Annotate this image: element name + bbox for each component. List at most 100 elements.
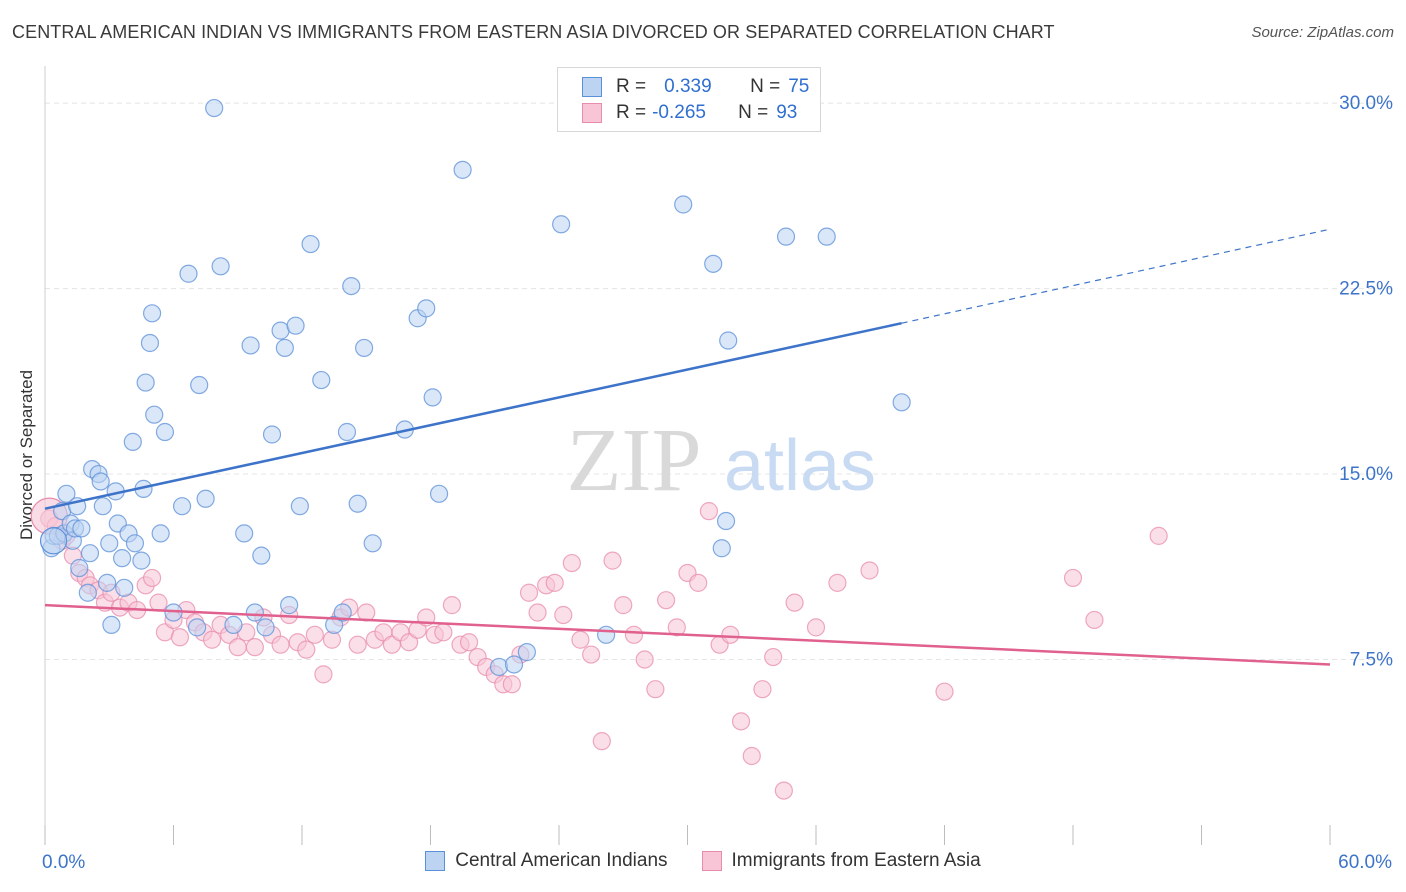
data-point	[806, 618, 826, 637]
data-point	[528, 603, 547, 622]
data-point	[235, 524, 254, 543]
data-point	[502, 675, 521, 694]
data-point	[434, 623, 453, 642]
data-point	[519, 583, 539, 602]
stats-row-blue: R = 0.339 N = 75	[582, 75, 809, 99]
y-tick-label: 22.5%	[1339, 279, 1393, 300]
data-point	[145, 405, 164, 424]
data-point	[149, 593, 168, 612]
data-point	[614, 596, 633, 615]
legend-item-immigrants-eastern-asia: Immigrants from Eastern Asia	[701, 850, 981, 872]
data-point	[674, 195, 693, 214]
data-point	[245, 603, 264, 622]
data-point	[571, 630, 590, 649]
data-point	[423, 388, 442, 407]
data-point	[102, 615, 121, 635]
data-point	[355, 338, 374, 358]
data-point	[429, 484, 449, 503]
data-point	[597, 625, 616, 644]
legend-swatch-blue	[425, 851, 446, 871]
data-point	[785, 593, 804, 612]
r-label: R =	[616, 76, 647, 97]
data-point	[342, 276, 361, 296]
watermark-atlas: atlas	[724, 426, 876, 506]
data-point	[348, 635, 367, 654]
data-point	[860, 561, 879, 580]
legend-item-central-american-indians: Central American Indians	[425, 850, 668, 872]
data-point	[592, 732, 611, 751]
data-point	[275, 338, 294, 358]
data-point	[935, 682, 954, 701]
axes	[44, 66, 1331, 845]
data-point	[142, 568, 162, 588]
legend-label: Immigrants from Eastern Asia	[731, 850, 981, 871]
data-point	[142, 304, 162, 323]
x-tick-max: 60.0%	[1338, 852, 1392, 873]
data-point	[297, 640, 316, 659]
data-point	[417, 299, 436, 318]
data-point	[721, 625, 740, 644]
n-label: N =	[750, 76, 781, 97]
data-point	[337, 422, 357, 442]
data-point	[399, 633, 419, 652]
data-point	[624, 625, 644, 644]
data-point	[1085, 610, 1104, 630]
data-point	[764, 647, 783, 667]
grid-lines	[45, 102, 1392, 661]
data-point	[517, 643, 536, 662]
data-point	[1149, 526, 1168, 545]
n-value: 75	[788, 76, 810, 97]
data-point	[271, 635, 290, 654]
n-value: 93	[776, 102, 798, 123]
y-tick-label: 15.0%	[1339, 464, 1393, 485]
legend-swatch-pink	[582, 103, 602, 123]
data-point	[699, 502, 719, 521]
data-point	[348, 494, 367, 513]
source-label: Source: ZipAtlas.com	[1251, 24, 1394, 41]
data-point	[125, 534, 145, 553]
data-point	[211, 257, 230, 276]
data-point	[136, 373, 155, 392]
data-point	[190, 375, 209, 395]
trend-lines	[44, 228, 1331, 666]
data-point	[325, 615, 344, 635]
trend-line-blue-extrapolated	[901, 228, 1331, 324]
data-point	[155, 422, 175, 442]
data-point	[742, 746, 761, 766]
data-point	[635, 650, 654, 669]
data-point	[57, 484, 76, 503]
data-point	[552, 215, 571, 234]
data-point	[290, 497, 309, 516]
data-point	[187, 618, 207, 637]
data-point	[646, 680, 665, 699]
data-point	[719, 331, 738, 350]
data-point	[241, 336, 260, 355]
data-point	[892, 393, 911, 412]
data-point	[115, 578, 134, 597]
data-point	[301, 234, 320, 254]
x-tick-min: 0.0%	[42, 852, 86, 873]
data-point	[712, 539, 731, 558]
stats-legend: R = 0.339 N = 75 R = -0.265 N = 93	[557, 67, 821, 132]
data-point	[280, 596, 299, 615]
series-central-american-indians	[39, 98, 911, 677]
y-tick-labels: 7.5% 15.0% 22.5% 30.0%	[1339, 93, 1393, 670]
data-point	[305, 625, 324, 644]
data-point	[314, 665, 333, 684]
data-point	[689, 573, 708, 592]
trend-line-blue	[44, 321, 902, 510]
data-point	[322, 630, 342, 649]
data-point	[333, 603, 352, 622]
data-point	[545, 573, 564, 592]
data-point	[93, 497, 112, 516]
data-point	[312, 370, 331, 390]
trend-line-pink	[44, 603, 1331, 666]
data-point	[489, 657, 509, 677]
data-point	[224, 615, 243, 635]
legend-label: Central American Indians	[455, 850, 668, 871]
data-point	[70, 558, 89, 578]
stats-row-pink: R = -0.265 N = 93	[582, 101, 797, 125]
data-point	[78, 583, 97, 602]
r-label: R =	[616, 102, 647, 123]
data-point	[179, 264, 198, 283]
